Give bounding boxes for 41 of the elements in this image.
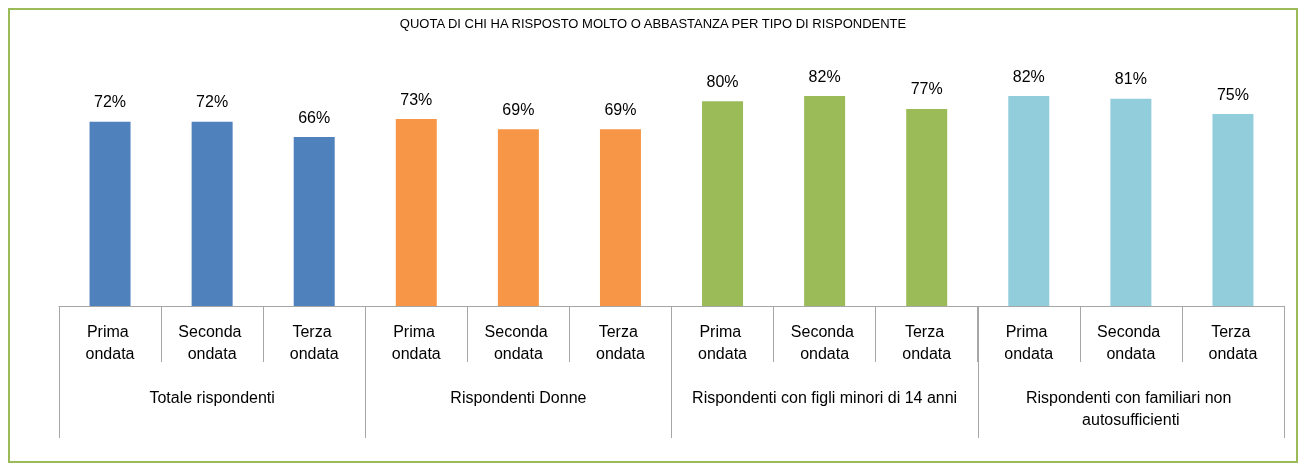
text: Rispondenti con figli minori di 14 anni (692, 388, 958, 406)
data-label: 75% (1216, 85, 1249, 103)
bar (293, 137, 335, 306)
data-label: 77% (910, 80, 943, 98)
text: Rispondenti con familiari non autosufficienti (1025, 388, 1236, 428)
data-label: 72% (196, 93, 229, 111)
data-label: 73% (400, 90, 433, 108)
text: Totale rispondenti (149, 388, 275, 406)
data-label: 69% (604, 100, 637, 118)
bar (1008, 96, 1050, 306)
bar (89, 121, 131, 306)
data-label: 72% (94, 93, 127, 111)
x-tick-label: Terza ondata (902, 322, 952, 362)
x-tick-label: Seconda ondata (178, 322, 246, 362)
bar (497, 129, 539, 306)
chart-title: QUOTA DI CHI HA RISPOSTO MOLTO O ABBASTANZA PER TIPO DI RISPONDENTE (399, 16, 907, 31)
data-label: 69% (502, 100, 535, 118)
bar (395, 119, 437, 306)
bar (1212, 114, 1254, 306)
x-tick-label: Terza ondata (289, 322, 339, 362)
data-label: 82% (1012, 67, 1045, 85)
x-tick-label: Terza ondata (1208, 322, 1258, 362)
x-tick-label: Seconda ondata (484, 322, 553, 362)
data-label: 80% (706, 72, 739, 90)
bar (804, 96, 846, 306)
bar (906, 108, 948, 306)
data-label: 66% (298, 108, 331, 126)
bar (599, 129, 641, 306)
x-tick-label: Seconda ondata (790, 322, 859, 362)
bar (702, 101, 744, 306)
text: Rispondenti Donne (450, 388, 587, 406)
bar (191, 121, 233, 306)
x-tick-label: Prima ondata (698, 322, 748, 362)
data-label: 81% (1114, 70, 1147, 88)
data-label: 82% (808, 67, 841, 85)
x-tick-label: Seconda ondata (1097, 322, 1165, 362)
x-tick-label: Prima ondata (85, 322, 135, 362)
bar (1110, 98, 1152, 306)
x-tick-label: Prima ondata (391, 322, 441, 362)
x-tick-label: Terza ondata (595, 322, 646, 362)
x-tick-label: Prima ondata (1004, 322, 1054, 362)
